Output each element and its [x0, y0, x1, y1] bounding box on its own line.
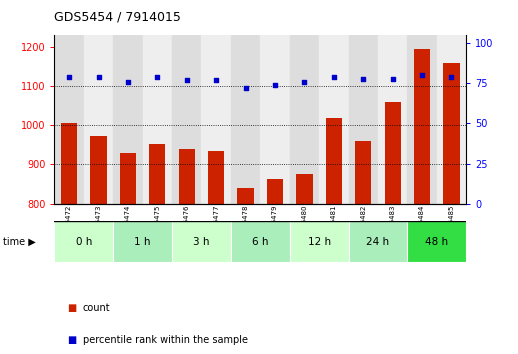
Text: 3 h: 3 h — [193, 236, 210, 247]
Point — [212, 78, 220, 83]
Point — [124, 79, 132, 85]
Bar — [384, 102, 401, 204]
Bar — [113, 35, 142, 204]
Bar — [443, 63, 459, 204]
Bar — [407, 221, 466, 262]
Bar — [172, 221, 231, 262]
Bar — [208, 151, 224, 204]
Text: 6 h: 6 h — [252, 236, 268, 247]
Bar — [84, 35, 113, 204]
Bar — [179, 149, 195, 204]
Bar — [142, 35, 172, 204]
Bar — [237, 188, 254, 204]
Bar — [54, 35, 84, 204]
Bar — [349, 221, 407, 262]
Point — [65, 74, 73, 80]
Text: 48 h: 48 h — [425, 236, 449, 247]
Bar — [407, 35, 437, 204]
Text: time ▶: time ▶ — [3, 236, 35, 247]
Bar — [231, 221, 290, 262]
Point — [183, 78, 191, 83]
Bar — [290, 221, 349, 262]
Bar — [378, 35, 407, 204]
Bar — [172, 35, 202, 204]
Bar — [319, 35, 349, 204]
Point — [241, 85, 250, 91]
Bar — [61, 124, 77, 204]
Point — [418, 73, 426, 78]
Point — [271, 82, 279, 88]
Point — [388, 76, 397, 81]
Text: 1 h: 1 h — [134, 236, 151, 247]
Bar — [267, 179, 283, 204]
Text: GDS5454 / 7914015: GDS5454 / 7914015 — [54, 11, 181, 24]
Bar — [113, 221, 172, 262]
Text: count: count — [83, 303, 110, 313]
Bar — [91, 136, 107, 204]
Text: ■: ■ — [67, 303, 77, 313]
Bar — [437, 35, 466, 204]
Text: 0 h: 0 h — [76, 236, 92, 247]
Text: percentile rank within the sample: percentile rank within the sample — [83, 335, 248, 345]
Bar — [149, 144, 165, 204]
Text: 24 h: 24 h — [366, 236, 390, 247]
Bar — [290, 35, 319, 204]
Bar — [326, 118, 342, 204]
Text: ■: ■ — [67, 335, 77, 345]
Bar — [231, 35, 261, 204]
Point — [329, 74, 338, 80]
Bar — [202, 35, 231, 204]
Bar — [296, 174, 312, 204]
Point — [359, 76, 367, 81]
Point — [448, 74, 456, 80]
Bar — [349, 35, 378, 204]
Bar — [54, 221, 113, 262]
Bar — [355, 141, 371, 204]
Bar — [414, 49, 430, 204]
Point — [94, 74, 103, 80]
Bar — [120, 154, 136, 204]
Point — [153, 74, 162, 80]
Point — [300, 79, 309, 85]
Text: 12 h: 12 h — [308, 236, 330, 247]
Bar — [261, 35, 290, 204]
